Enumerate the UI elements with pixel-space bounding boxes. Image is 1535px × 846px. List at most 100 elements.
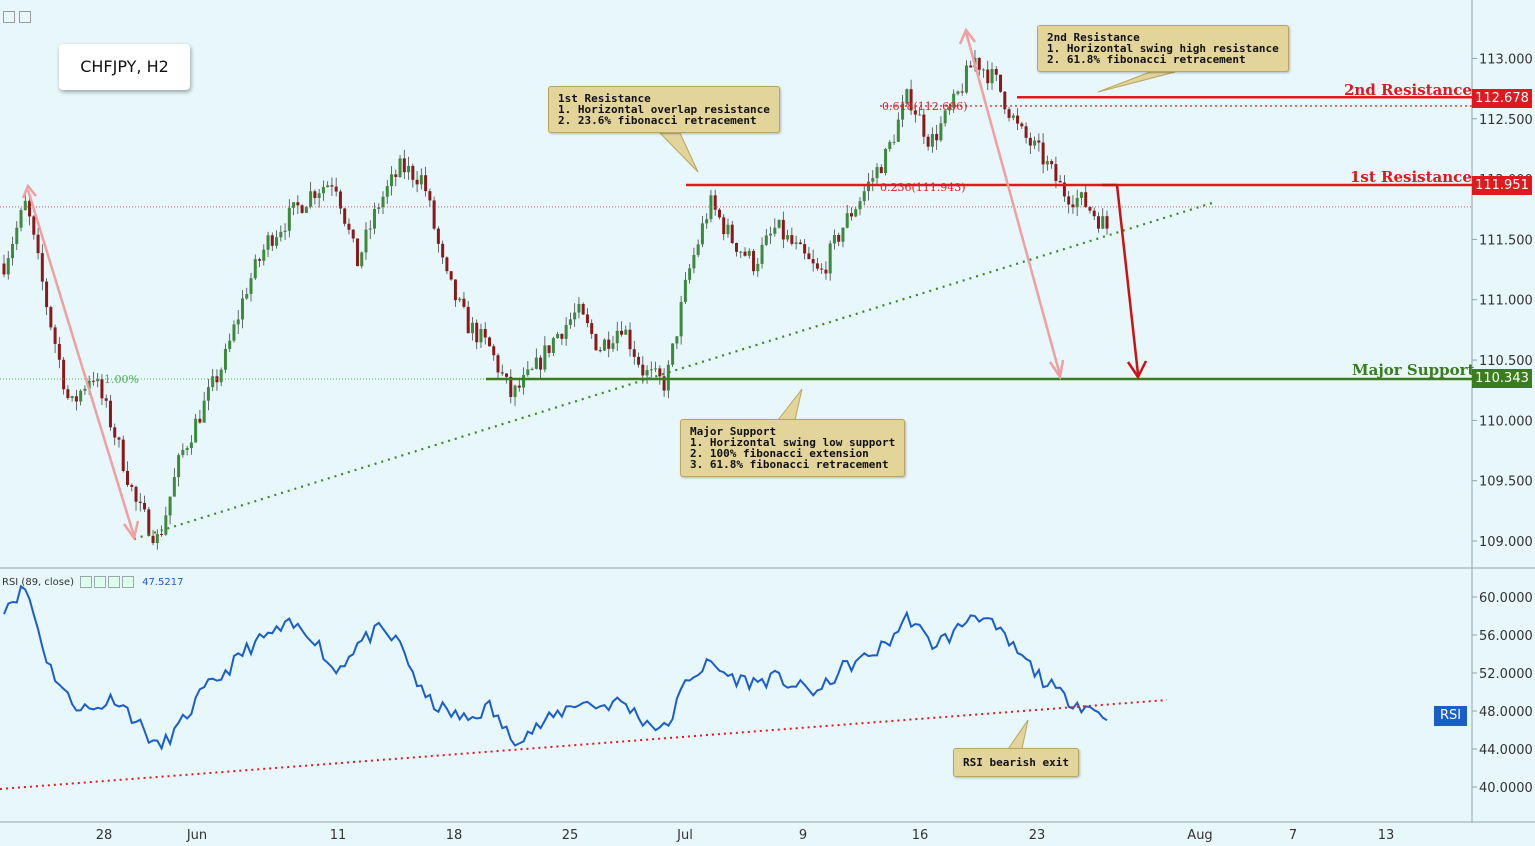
candle-body bbox=[317, 193, 321, 198]
arrowhead bbox=[958, 27, 976, 45]
callout-line: 3. 61.8% fibonacci retracement bbox=[690, 458, 889, 471]
candle-body bbox=[108, 400, 112, 428]
candle-body bbox=[385, 186, 389, 197]
arrowhead bbox=[122, 520, 140, 541]
candle-body bbox=[820, 268, 824, 270]
time-tick-label: 13 bbox=[1378, 828, 1395, 843]
candle-body bbox=[160, 533, 164, 535]
candle-body bbox=[539, 357, 543, 370]
candle-body bbox=[164, 515, 168, 535]
candle-body bbox=[700, 223, 704, 245]
candle-body bbox=[172, 477, 176, 497]
candle-body bbox=[262, 249, 266, 261]
maximize-icon[interactable] bbox=[19, 11, 31, 23]
candle-body bbox=[641, 364, 645, 376]
candle-body bbox=[330, 185, 334, 187]
rsi-line bbox=[3, 584, 1108, 751]
candle-body bbox=[411, 165, 415, 180]
candle-body bbox=[730, 224, 734, 244]
candle-body bbox=[96, 379, 100, 382]
price-tick-label: 109.500 bbox=[1479, 475, 1533, 490]
arrowhead bbox=[21, 183, 37, 199]
time-tick-label: 9 bbox=[799, 828, 807, 843]
candle-body bbox=[219, 369, 223, 383]
close-icon[interactable] bbox=[122, 576, 135, 588]
candle-body bbox=[458, 298, 462, 301]
candle-body bbox=[1058, 180, 1062, 183]
candle-body bbox=[91, 380, 95, 382]
candle-body bbox=[1007, 109, 1011, 118]
callout-line: 1. Horizontal swing low support bbox=[690, 436, 896, 449]
candle-body bbox=[453, 279, 457, 301]
candle-body bbox=[415, 179, 419, 185]
fib-100-label: 1.00% bbox=[104, 373, 139, 386]
settings-icon[interactable] bbox=[94, 576, 107, 588]
price-tick-label: 112.500 bbox=[1479, 113, 1533, 128]
rsi-legend-label: RSI (89, close) bbox=[2, 577, 75, 588]
time-tick-label: Jun bbox=[186, 828, 207, 843]
candle-body bbox=[952, 93, 956, 108]
candle-body bbox=[590, 323, 594, 335]
time-tick-label: 11 bbox=[330, 828, 347, 843]
candle-body bbox=[594, 334, 598, 351]
candle-body bbox=[1037, 140, 1041, 143]
candle-body bbox=[74, 396, 78, 402]
callout-major-support: Major Support 1. Horizontal swing low sup… bbox=[680, 419, 906, 477]
candle-body bbox=[57, 343, 61, 360]
collapse-icon[interactable] bbox=[3, 11, 15, 23]
candle-body bbox=[424, 175, 428, 192]
candle-body bbox=[300, 205, 304, 213]
callout-pointer bbox=[1097, 71, 1176, 93]
candle-body bbox=[892, 141, 896, 143]
candle-body bbox=[777, 219, 781, 228]
candle-body bbox=[981, 69, 985, 71]
candle-body bbox=[275, 237, 279, 246]
candle-body bbox=[1096, 216, 1100, 229]
candle-body bbox=[913, 110, 917, 115]
candle-body bbox=[747, 250, 751, 256]
candle-body bbox=[743, 251, 747, 256]
more-icon[interactable] bbox=[108, 576, 121, 588]
candle-body bbox=[999, 74, 1003, 92]
candle-body bbox=[28, 200, 32, 217]
candle-body bbox=[926, 136, 930, 147]
rsi-tick-label: 52.0000 bbox=[1479, 667, 1533, 682]
callout-1st-resistance: 1st Resistance 1. Horizontal overlap resi… bbox=[548, 86, 780, 133]
candle-body bbox=[266, 235, 270, 250]
candle-body bbox=[773, 227, 777, 234]
candle-body bbox=[726, 224, 730, 235]
candle-body bbox=[722, 217, 726, 235]
candle-body bbox=[40, 253, 44, 282]
price-tick-label: 109.000 bbox=[1479, 535, 1533, 550]
candle-body bbox=[390, 174, 394, 187]
candle-body bbox=[513, 385, 517, 397]
candle-body bbox=[828, 243, 832, 274]
time-tick-label: 25 bbox=[562, 828, 579, 843]
candle-body bbox=[713, 195, 717, 210]
candle-body bbox=[577, 304, 581, 313]
candle-body bbox=[832, 234, 836, 244]
rsi-legend-buttons[interactable] bbox=[80, 576, 136, 588]
pane-control-icons[interactable] bbox=[3, 8, 35, 27]
candle-body bbox=[321, 187, 325, 194]
callout-line: 1. Horizontal overlap resistance bbox=[558, 103, 770, 116]
drawings: 0.618(112.606) 0.236(111.943) 1.00% bbox=[0, 27, 1472, 750]
candle-body bbox=[956, 91, 960, 94]
eye-icon[interactable] bbox=[80, 576, 93, 588]
candle-body bbox=[36, 234, 40, 254]
candle-body bbox=[769, 233, 773, 236]
candle-body bbox=[543, 345, 547, 370]
rsi-axis: 40.0000 44.0000 48.0000 52.0000 56.0000 60.00… bbox=[1472, 591, 1533, 796]
candle-body bbox=[905, 89, 909, 104]
candle-body bbox=[189, 442, 193, 449]
candle-body bbox=[696, 244, 700, 255]
candle-body bbox=[1101, 216, 1105, 229]
candle-body bbox=[994, 68, 998, 75]
candle-body bbox=[811, 259, 815, 264]
candle-body bbox=[790, 235, 794, 244]
candle-body bbox=[794, 242, 798, 244]
candle-body bbox=[364, 229, 368, 253]
symbol-label: CHFJPY, H2 bbox=[59, 44, 190, 90]
price-tick-label: 110.500 bbox=[1479, 354, 1533, 369]
